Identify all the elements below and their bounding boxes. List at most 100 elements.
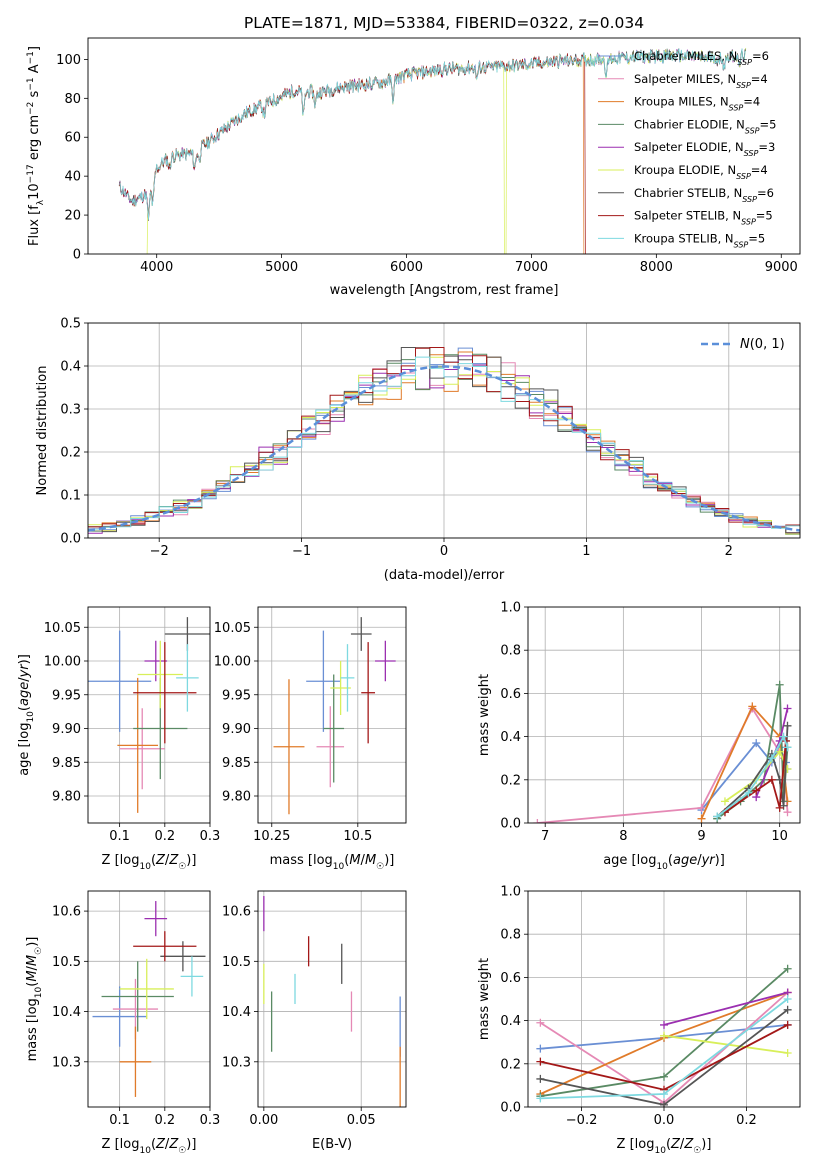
weight-marker [783, 1020, 792, 1029]
legend-label: Kroupa ELODIE, NSSP=4 [634, 163, 768, 181]
y-tick-label: 0.6 [500, 687, 521, 702]
plot-area [88, 323, 800, 538]
legend-label: Salpeter ELODIE, NSSP=3 [634, 140, 775, 158]
x-tick-label: −2 [150, 544, 169, 559]
y-tick-label: 9.90 [222, 722, 251, 737]
y-axis-label: mass weight [477, 674, 492, 756]
legend-label: Kroupa STELIB, NSSP=5 [634, 231, 765, 249]
x-tick-label: 0.3 [200, 829, 221, 844]
weight-marker [697, 814, 706, 823]
legend-label: Salpeter STELIB, NSSP=5 [634, 209, 773, 227]
axes-frame [257, 890, 407, 1108]
y-axis-label: mass [log10(M/M☉)] [25, 937, 44, 1062]
y-tick-label: 0.2 [500, 1057, 521, 1072]
weight-marker [775, 680, 784, 689]
y-axis-label: Flux [fλ10−17 erg cm−2 s−1 A−1] [26, 46, 46, 246]
x-tick-label: 0.0 [654, 1113, 675, 1128]
error-bar-point [144, 901, 168, 937]
weight-marker [775, 803, 784, 812]
weight-marker [720, 797, 729, 806]
y-tick-label: 0.5 [60, 317, 81, 332]
weight-marker [767, 754, 776, 763]
y-tick-label: 0.6 [500, 971, 521, 986]
x-axis-label: (data-model)/error [384, 568, 505, 583]
axes-frame [87, 890, 211, 1108]
plot-area [258, 607, 406, 823]
y-tick-label: 9.80 [222, 790, 251, 805]
x-axis-label: Z [log10(Z/Z☉)] [102, 853, 197, 872]
axes-frame [87, 606, 211, 824]
weight-marker [783, 743, 792, 752]
weight-marker [752, 739, 761, 748]
x-tick-label: 6000 [390, 260, 423, 275]
x-axis-label: age [log10(age/yr)] [603, 853, 725, 872]
error-bar-point [137, 640, 183, 709]
weight-marker [783, 704, 792, 713]
weight-marker [783, 808, 792, 817]
plot-area [88, 891, 210, 1107]
y-tick-label: 0.8 [500, 644, 521, 659]
y-tick-label: 0.2 [500, 773, 521, 788]
weight-marker [536, 1018, 545, 1027]
y-tick-label: 10.05 [44, 621, 81, 636]
x-tick-label: 10 [771, 829, 788, 844]
weight-marker [660, 1020, 668, 1029]
x-tick-label: 8000 [640, 260, 673, 275]
weight-marker [748, 702, 757, 711]
legend-label: Chabrier STELIB, NSSP=6 [634, 186, 774, 204]
weight-marker [783, 721, 792, 730]
error-bar-point [133, 642, 197, 744]
y-tick-label: 10.3 [222, 1055, 251, 1070]
y-tick-label: 0.4 [500, 1014, 521, 1029]
error-bar-point [375, 640, 396, 682]
y-tick-label: 100 [56, 53, 81, 68]
weight-marker [783, 1049, 792, 1057]
y-tick-label: 0.0 [500, 1101, 521, 1116]
weight-line [716, 725, 789, 818]
y-tick-label: 0.2 [60, 446, 81, 461]
y-tick-label: 10.3 [52, 1055, 81, 1070]
panel-residuals: −2 −1 0 1 2 0.0 0.1 0.2 0.3 0.4 0.5 [60, 317, 801, 559]
panel-mass-vs-z: 0.1 0.2 0.3 10.3 10.4 10.5 10.6 [52, 890, 220, 1128]
legend-label: N(0, 1) [740, 337, 785, 352]
x-tick-label: 0.00 [249, 1113, 278, 1128]
axes-frame [527, 890, 801, 1108]
error-bar-point [306, 630, 341, 732]
y-tick-label: 9.85 [222, 756, 251, 771]
y-tick-label: 20 [64, 209, 81, 224]
error-bar-point [119, 1026, 152, 1097]
weight-marker [660, 1100, 668, 1107]
x-tick-label: 5000 [265, 260, 298, 275]
y-tick-label: 10.6 [222, 905, 251, 920]
legend-label: Salpeter MILES, NSSP=4 [634, 72, 768, 90]
y-tick-label: 0 [73, 248, 81, 263]
x-tick-label: −1 [292, 544, 311, 559]
plot-area [88, 607, 210, 823]
plot-area [258, 891, 406, 1107]
y-axis-label: mass weight [477, 958, 492, 1040]
panel-weight-vs-z: −0.2 0.0 0.2 0.0 0.2 0.4 0.6 0.8 1.0 [500, 885, 801, 1128]
x-axis-label: Z [log10(Z/Z☉)] [617, 1137, 712, 1156]
error-bar-point [350, 617, 372, 651]
plot-area [528, 607, 800, 823]
y-tick-label: 10.4 [52, 1005, 81, 1020]
y-tick-label: 40 [64, 170, 81, 185]
x-axis-label: Z [log10(Z/Z☉)] [102, 1137, 197, 1156]
spectrum-line [118, 48, 747, 221]
x-tick-label: 9000 [765, 260, 798, 275]
x-tick-label: 0.2 [736, 1113, 757, 1128]
legend-label: Kroupa MILES, NSSP=4 [634, 95, 760, 113]
x-tick-label: 0.2 [154, 829, 175, 844]
weight-marker [783, 964, 792, 973]
weight-marker [767, 775, 776, 784]
weight-marker [713, 812, 722, 821]
weight-marker [536, 1057, 545, 1066]
x-tick-label: 7000 [515, 260, 548, 275]
legend: Chabrier MILES, NSSP=6 Salpeter MILES, NS… [598, 49, 776, 249]
error-bar-point [323, 674, 345, 783]
weight-marker [744, 788, 753, 797]
y-tick-label: 10.05 [214, 621, 251, 636]
y-axis-label: Normed distribution [35, 366, 50, 496]
weight-line [663, 991, 788, 1026]
x-tick-label: 0.2 [154, 1113, 175, 1128]
